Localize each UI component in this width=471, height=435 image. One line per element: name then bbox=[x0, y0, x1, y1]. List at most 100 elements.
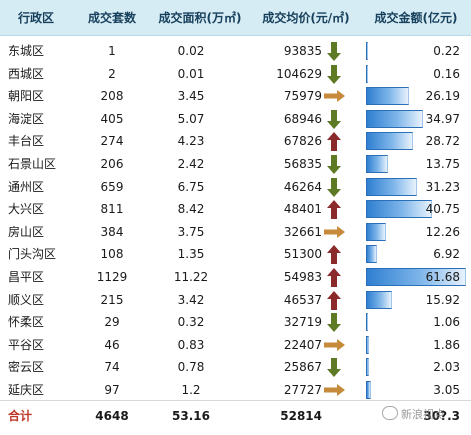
amount-bar bbox=[366, 87, 409, 106]
avg-price: 68946 bbox=[283, 111, 322, 126]
deal-area: 0.32 bbox=[177, 315, 205, 330]
down-arrow-icon bbox=[322, 153, 346, 175]
deal-area: 6.75 bbox=[177, 179, 205, 194]
right-arrow-icon bbox=[322, 85, 346, 107]
avg-price: 75979 bbox=[283, 89, 322, 104]
amount-bar bbox=[366, 313, 368, 332]
amount-cell: 2.03 bbox=[362, 356, 470, 378]
amount-value: 2.03 bbox=[433, 360, 460, 375]
amount-cell: 28.72 bbox=[362, 130, 470, 152]
header-amount: 成交金额(亿元) bbox=[374, 11, 458, 25]
district-name: 门头沟区 bbox=[8, 247, 57, 262]
amount-cell: 1.86 bbox=[362, 334, 470, 356]
amount-cell: 31.23 bbox=[362, 176, 470, 198]
down-arrow-icon bbox=[322, 63, 346, 85]
down-arrow-icon bbox=[322, 108, 346, 130]
district-name: 房山区 bbox=[8, 224, 45, 239]
amount-value: 61.68 bbox=[425, 270, 460, 284]
district-name: 朝阳区 bbox=[8, 89, 45, 104]
table-row: 西城区 2 0.01 104629 0.16 bbox=[0, 63, 471, 85]
deal-area: 0.01 bbox=[177, 66, 205, 81]
header-district: 行政区 bbox=[17, 11, 54, 25]
district-name: 昌平区 bbox=[8, 270, 45, 284]
right-arrow-icon bbox=[322, 334, 346, 356]
table-row: 门头沟区 108 1.35 51300 6.92 bbox=[0, 243, 471, 265]
amount-bar bbox=[366, 109, 423, 128]
amount-bar bbox=[366, 42, 368, 60]
avg-price: 104629 bbox=[276, 66, 322, 81]
total-area: 53.16 bbox=[172, 409, 210, 423]
table-row: 海淀区 405 5.07 68946 34.97 bbox=[0, 108, 471, 130]
district-name: 石景山区 bbox=[8, 157, 57, 171]
amount-cell: 1.06 bbox=[362, 311, 470, 333]
district-name: 通州区 bbox=[8, 179, 45, 194]
deal-area: 2.42 bbox=[177, 157, 205, 171]
avg-price: 32661 bbox=[283, 224, 322, 239]
deal-count: 215 bbox=[100, 292, 124, 307]
watermark-text: 新浪视点 bbox=[401, 408, 445, 421]
amount-value: 26.19 bbox=[425, 89, 460, 104]
deal-area: 5.07 bbox=[177, 111, 205, 126]
deal-area: 3.75 bbox=[177, 224, 205, 239]
amount-bar bbox=[366, 335, 369, 354]
deal-area: 8.42 bbox=[177, 202, 205, 217]
district-name: 东城区 bbox=[8, 44, 45, 58]
avg-price: 56835 bbox=[283, 157, 322, 171]
total-count: 4648 bbox=[95, 409, 129, 423]
deal-area: 0.78 bbox=[177, 360, 205, 375]
table-row: 延庆区 97 1.2 27727 3.05 bbox=[0, 379, 471, 401]
amount-cell: 3.05 bbox=[362, 379, 470, 401]
amount-cell: 13.75 bbox=[362, 153, 470, 175]
amount-bar bbox=[366, 64, 368, 83]
deal-area: 1.2 bbox=[181, 383, 201, 397]
up-arrow-icon bbox=[322, 198, 346, 220]
table-row: 石景山区 206 2.42 56835 13.75 bbox=[0, 153, 471, 175]
district-name: 大兴区 bbox=[8, 202, 45, 217]
amount-value: 0.16 bbox=[433, 66, 460, 81]
table-row: 房山区 384 3.75 32661 12.26 bbox=[0, 221, 471, 243]
avg-price: 51300 bbox=[283, 247, 322, 262]
up-arrow-icon bbox=[322, 243, 346, 265]
table-row: 朝阳区 208 3.45 75979 26.19 bbox=[0, 85, 471, 107]
amount-value: 6.92 bbox=[433, 247, 460, 262]
amount-bar bbox=[366, 177, 417, 196]
amount-value: 0.22 bbox=[433, 44, 460, 58]
deal-count: 208 bbox=[100, 89, 124, 104]
amount-value: 13.75 bbox=[425, 157, 460, 171]
deal-area: 11.22 bbox=[173, 270, 209, 284]
total-amount: 30?.3 bbox=[423, 409, 460, 423]
deal-count: 74 bbox=[104, 360, 120, 375]
amount-bar bbox=[366, 268, 466, 286]
up-arrow-icon bbox=[322, 289, 346, 311]
deal-area: 3.42 bbox=[177, 292, 205, 307]
amount-value: 34.97 bbox=[425, 111, 460, 126]
down-arrow-icon bbox=[322, 356, 346, 378]
deal-area: 4.23 bbox=[177, 134, 205, 149]
table-row: 大兴区 811 8.42 48401 40.75 bbox=[0, 198, 471, 220]
amount-cell: 34.97 bbox=[362, 108, 470, 130]
district-name: 平谷区 bbox=[8, 337, 45, 352]
table-row: 顺义区 215 3.42 46537 15.92 bbox=[0, 289, 471, 311]
deal-count: 384 bbox=[100, 224, 124, 239]
avg-price: 46264 bbox=[283, 179, 322, 194]
deal-count: 405 bbox=[100, 111, 124, 126]
right-arrow-icon bbox=[322, 221, 346, 243]
table-row: 平谷区 46 0.83 22407 1.86 bbox=[0, 334, 471, 356]
deal-count: 1129 bbox=[96, 270, 128, 284]
avg-price: 32719 bbox=[283, 315, 322, 330]
table-row: 怀柔区 29 0.32 32719 1.06 bbox=[0, 311, 471, 333]
avg-price: 46537 bbox=[283, 292, 322, 307]
down-arrow-icon bbox=[322, 311, 346, 333]
amount-cell: 6.92 bbox=[362, 243, 470, 265]
up-arrow-icon bbox=[322, 130, 346, 152]
amount-value: 3.05 bbox=[433, 383, 460, 397]
deal-count: 206 bbox=[100, 157, 124, 171]
district-name: 海淀区 bbox=[8, 111, 45, 126]
amount-bar bbox=[366, 358, 370, 377]
deal-count: 97 bbox=[104, 383, 120, 397]
amount-bar bbox=[366, 245, 378, 264]
district-name: 延庆区 bbox=[8, 383, 45, 397]
avg-price: 22407 bbox=[283, 337, 322, 352]
amount-value: 1.86 bbox=[433, 337, 460, 352]
